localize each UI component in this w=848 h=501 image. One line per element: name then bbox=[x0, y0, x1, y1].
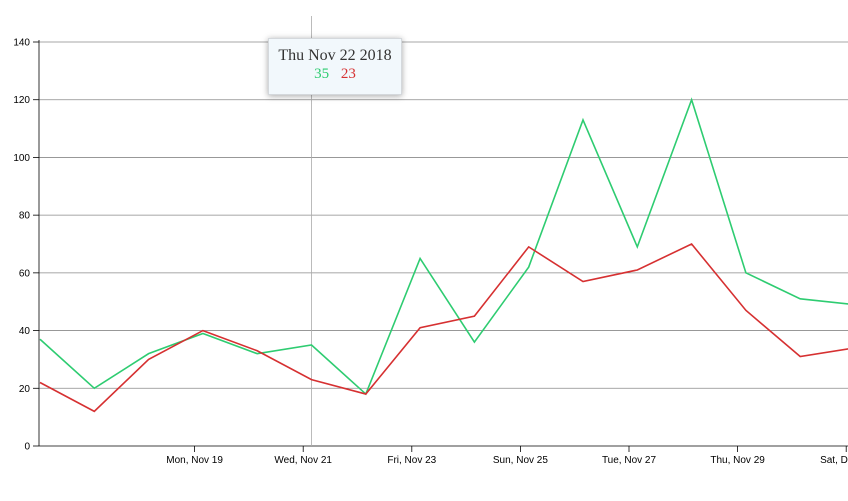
y-tick-label: 0 bbox=[24, 442, 30, 453]
x-tick-label: Tue, Nov 27 bbox=[602, 455, 657, 466]
y-tick-label: 60 bbox=[19, 268, 31, 279]
series-lines[interactable] bbox=[39, 97, 848, 413]
tooltip-value-red-series: 23 bbox=[340, 66, 356, 82]
x-tick-label: Sun, Nov 25 bbox=[493, 455, 548, 466]
x-tick-label: Wed, Nov 21 bbox=[274, 455, 332, 466]
chart-tooltip: Thu Nov 22 2018 35 23 bbox=[268, 38, 402, 95]
gridlines bbox=[39, 41, 848, 389]
y-tick-label: 100 bbox=[13, 153, 30, 164]
y-tick-label: 120 bbox=[13, 95, 30, 106]
series-line-red[interactable] bbox=[39, 243, 848, 413]
x-tick-label: Thu, Nov 29 bbox=[710, 455, 765, 466]
x-tick-label: Fri, Nov 23 bbox=[387, 455, 436, 466]
y-tick-label: 80 bbox=[19, 211, 31, 222]
y-tick-label: 40 bbox=[19, 326, 31, 337]
x-tick-label: Sat, Dec 01 bbox=[820, 455, 848, 466]
x-tick-label: Mon, Nov 19 bbox=[166, 455, 223, 466]
tooltip-values: 35 23 bbox=[269, 65, 401, 83]
y-tick-label: 20 bbox=[19, 384, 31, 395]
series-line-green[interactable] bbox=[39, 97, 848, 396]
x-axis: Mon, Nov 19 Wed, Nov 21 Fri, Nov 23 Sun, No… bbox=[39, 445, 848, 466]
tooltip-date: Thu Nov 22 2018 bbox=[278, 47, 392, 64]
y-axis: 0 20 40 60 80 100 120 140 bbox=[13, 38, 40, 453]
tooltip-value-green-series: 35 bbox=[314, 66, 330, 82]
y-tick-label: 140 bbox=[13, 38, 30, 49]
